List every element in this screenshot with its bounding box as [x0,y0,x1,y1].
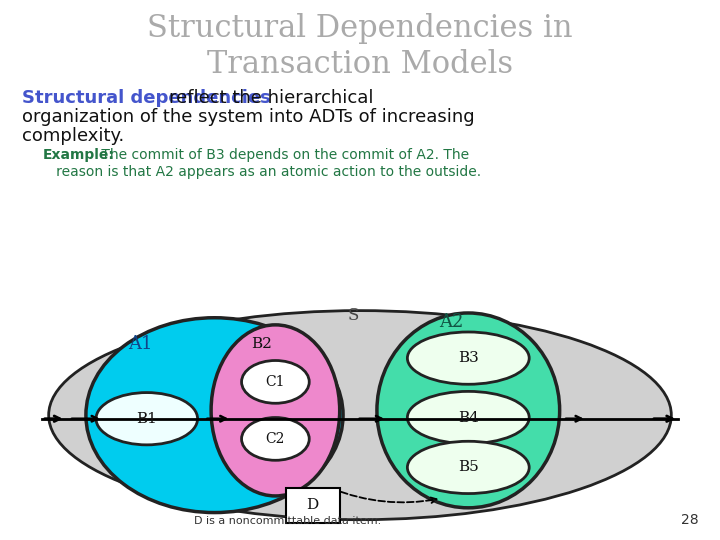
Ellipse shape [86,318,343,512]
Ellipse shape [408,441,529,494]
Text: C2: C2 [266,432,285,446]
Ellipse shape [241,417,309,460]
Text: Transaction Models: Transaction Models [207,49,513,79]
Text: A2: A2 [439,314,464,332]
Text: reflect the hierarchical: reflect the hierarchical [169,89,374,107]
Text: A1: A1 [127,335,153,353]
Ellipse shape [408,392,529,444]
Ellipse shape [96,393,197,445]
Text: B3: B3 [458,351,479,365]
Text: reason is that A2 appears as an atomic action to the outside.: reason is that A2 appears as an atomic a… [43,165,482,179]
Ellipse shape [49,310,671,519]
Text: B4: B4 [458,410,479,424]
Text: Example:: Example: [43,148,115,163]
Text: Structural dependencies: Structural dependencies [22,89,270,107]
Ellipse shape [408,332,529,384]
Text: Structural Dependencies in: Structural Dependencies in [147,14,573,44]
Text: B2: B2 [251,337,272,351]
Text: C1: C1 [266,375,285,389]
Text: The commit of B3 depends on the commit of A2. The: The commit of B3 depends on the commit o… [97,148,469,163]
Text: B1: B1 [136,411,157,426]
Text: complexity.: complexity. [22,127,124,145]
Ellipse shape [211,325,340,496]
Text: organization of the system into ADTs of increasing: organization of the system into ADTs of … [22,108,474,126]
Text: S: S [348,307,359,324]
FancyBboxPatch shape [286,488,340,523]
Text: 28: 28 [681,512,698,526]
Ellipse shape [377,313,559,508]
Text: D is a noncommittable data item.: D is a noncommittable data item. [194,516,382,526]
Text: D: D [307,498,319,512]
Ellipse shape [241,361,309,403]
Text: B5: B5 [458,461,479,475]
